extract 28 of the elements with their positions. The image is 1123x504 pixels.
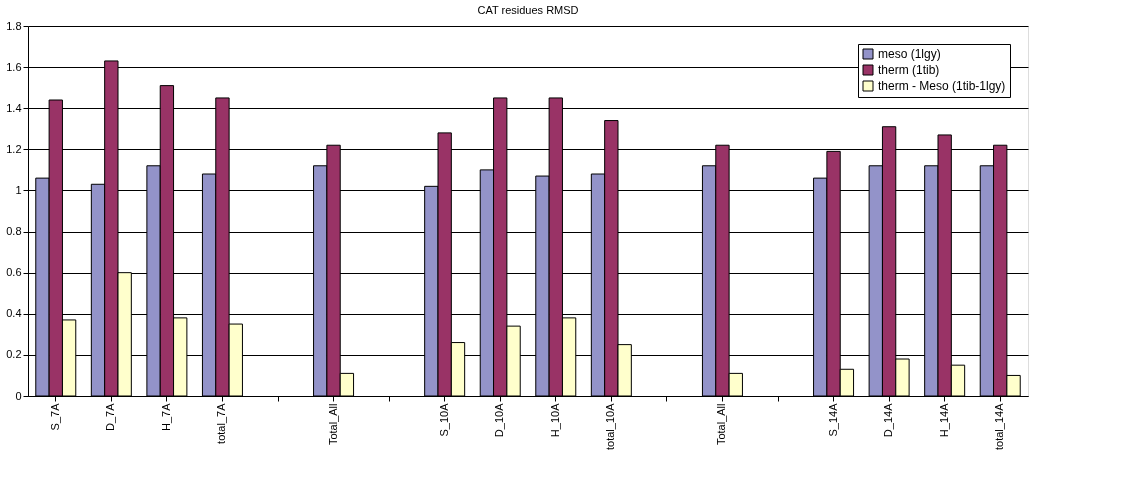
y-tick-label: 0.6 xyxy=(6,266,22,279)
y-tick-label: 0.2 xyxy=(6,348,22,361)
x-tick-label: total_14A xyxy=(993,402,1006,450)
chart-title: CAT residues RMSD xyxy=(477,4,579,16)
y-tick-label: 0 xyxy=(15,389,22,402)
y-tick-label: 1.4 xyxy=(6,101,22,114)
legend-label: therm (1tib) xyxy=(878,63,940,77)
y-tick-label: 1.8 xyxy=(6,19,22,32)
x-tick-label: Total_All xyxy=(326,403,339,446)
legend-label: meso (1lgy) xyxy=(878,47,941,61)
y-tick-label: 0.4 xyxy=(6,307,22,320)
x-tick-label: S_7A xyxy=(48,402,61,431)
x-tick-label: H_7A xyxy=(159,402,172,432)
x-tick-label: total_7A xyxy=(215,402,228,444)
x-tick-label: Total_All xyxy=(715,403,728,446)
x-tick-label: S_10A xyxy=(437,402,450,437)
y-tick-label: 1 xyxy=(15,183,22,196)
y-tick-label: 1.6 xyxy=(6,60,22,73)
x-tick-label: H_14A xyxy=(937,402,950,438)
x-tick-label: S_14A xyxy=(826,402,839,437)
legend-label: therm - Meso (1tib-1lgy) xyxy=(878,79,1006,93)
y-tick-label: 1.2 xyxy=(6,142,22,155)
x-tick-label: D_14A xyxy=(882,402,895,438)
x-tick-label: H_10A xyxy=(548,402,561,438)
x-tick-label: D_7A xyxy=(104,402,117,432)
x-tick-label: D_10A xyxy=(493,402,506,438)
x-tick-label: total_10A xyxy=(604,402,617,450)
y-tick-label: 0.8 xyxy=(6,225,22,238)
